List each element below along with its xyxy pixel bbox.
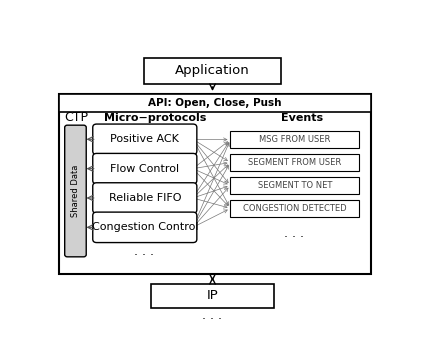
FancyBboxPatch shape (144, 57, 281, 84)
Text: Shared Data: Shared Data (71, 165, 80, 217)
Text: API: Open, Close, Push: API: Open, Close, Push (148, 98, 282, 108)
FancyBboxPatch shape (230, 131, 360, 148)
Text: Events: Events (281, 113, 323, 123)
FancyBboxPatch shape (93, 212, 197, 242)
Text: MSG FROM USER: MSG FROM USER (259, 135, 330, 144)
FancyBboxPatch shape (230, 154, 360, 171)
FancyBboxPatch shape (151, 284, 274, 308)
Text: . . .: . . . (284, 227, 304, 240)
Text: . . .: . . . (134, 245, 154, 258)
Text: Application: Application (175, 64, 250, 77)
FancyBboxPatch shape (59, 94, 371, 274)
FancyBboxPatch shape (93, 154, 197, 184)
Text: CTP: CTP (64, 111, 88, 124)
FancyBboxPatch shape (93, 124, 197, 155)
Text: Positive ACK: Positive ACK (110, 134, 179, 144)
FancyBboxPatch shape (230, 200, 360, 217)
Text: SEGMENT TO NET: SEGMENT TO NET (258, 181, 332, 190)
Text: Flow Control: Flow Control (110, 164, 179, 174)
Text: Congestion Control: Congestion Control (91, 223, 198, 232)
Text: Reliable FIFO: Reliable FIFO (109, 193, 181, 203)
Text: SEGMENT FROM USER: SEGMENT FROM USER (248, 158, 341, 167)
FancyBboxPatch shape (65, 125, 86, 257)
Text: Micro−protocols: Micro−protocols (104, 113, 207, 123)
FancyBboxPatch shape (93, 183, 197, 213)
Text: CONGESTION DETECTED: CONGESTION DETECTED (243, 204, 347, 213)
Text: IP: IP (207, 289, 218, 302)
FancyBboxPatch shape (230, 177, 360, 194)
Text: . . .: . . . (203, 309, 223, 322)
FancyBboxPatch shape (59, 94, 371, 112)
